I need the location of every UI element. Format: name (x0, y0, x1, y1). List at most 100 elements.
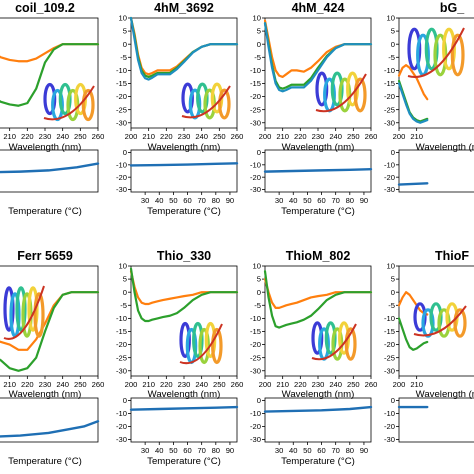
helix-segment (33, 292, 45, 338)
y-tick-label: 10 (253, 14, 261, 23)
x-tick-label: 220 (160, 380, 173, 389)
panel-title: coil_109.2 (15, 1, 75, 15)
helix-segment (311, 321, 324, 355)
series-line-0 (397, 291, 429, 316)
helix-segment (21, 292, 33, 338)
temperature-axis-label: Temperature (°C) (147, 206, 221, 217)
y-tick-label: -30 (250, 118, 261, 127)
plot-frame (130, 397, 238, 443)
helix-segment (324, 321, 337, 355)
x-tick-label: 70 (197, 446, 205, 455)
loop-segment (413, 305, 467, 337)
x-tick-label: 30 (141, 446, 149, 455)
series-line-0 (129, 405, 239, 411)
helix-segment (331, 327, 344, 361)
y-tick-label: -15 (250, 327, 261, 336)
loop-segment (3, 285, 45, 340)
temperature-axis-label: Temperature (°C) (8, 456, 82, 467)
series-line-2 (129, 16, 239, 81)
y-tick-label: -10 (384, 409, 395, 418)
x-tick-label: 210 (142, 132, 155, 141)
y-tick-label: 0 (257, 148, 261, 157)
y-tick-label: -10 (384, 66, 395, 75)
chart-panel-6: 30 40 50 60 70 80 90 0 -10 -20 -30 (250, 148, 373, 205)
y-tick-label: -15 (116, 79, 127, 88)
temperature-axis-label: Temperature (°C) (281, 206, 355, 217)
x-tick-label: 30 (141, 196, 149, 205)
x-tick-label: 50 (169, 196, 177, 205)
y-tick-label: -20 (250, 340, 261, 349)
y-tick-label: -10 (384, 314, 395, 323)
helix-segment (330, 71, 344, 107)
y-tick-label: -25 (384, 105, 395, 114)
x-tick-label: 60 (183, 196, 191, 205)
y-tick-label: -30 (116, 185, 127, 194)
chart-panel-10: ThioM_802 200 210 220 230 240 250 260 10 5 0 -5 -10 -… (250, 249, 377, 389)
x-tick-label: 200 (393, 132, 406, 141)
x-tick-label: 230 (178, 132, 191, 141)
x-tick-label: 240 (195, 380, 208, 389)
y-tick-label: -30 (116, 366, 127, 375)
y-tick-label: 0 (123, 396, 127, 405)
y-tick-label: -20 (116, 422, 127, 431)
x-tick-label: 200 (393, 380, 406, 389)
loop-segment (181, 85, 231, 119)
y-tick-label: -5 (254, 301, 261, 310)
y-tick-label: 0 (257, 40, 261, 49)
x-tick-label: 260 (231, 132, 244, 141)
y-tick-label: 0 (257, 396, 261, 405)
y-tick-label: 10 (387, 14, 395, 23)
x-tick-label: 30 (275, 446, 283, 455)
x-tick-label: 90 (360, 446, 368, 455)
y-tick-label: -5 (120, 301, 127, 310)
y-tick-label: -10 (250, 409, 261, 418)
series-line-1 (129, 16, 239, 79)
wavelength-axis-label: Wavelength (nm) (148, 142, 221, 153)
y-tick-label: -5 (120, 53, 127, 62)
protein-structure-inset (181, 82, 231, 120)
wavelength-axis-label: Wavelength (nm) (9, 142, 82, 153)
series-line-1 (397, 79, 429, 123)
helix-segment (453, 308, 467, 338)
wavelength-axis-label: Wavelength (nm) (282, 389, 355, 400)
y-tick-label: 0 (391, 148, 395, 157)
x-tick-label: 240 (329, 132, 342, 141)
y-tick-label: -25 (384, 353, 395, 362)
chart-panel-15: 0 -10 -20 -30 (384, 396, 474, 444)
x-tick-label: 40 (289, 196, 297, 205)
x-tick-label: 40 (155, 446, 163, 455)
protein-structure-inset (3, 285, 45, 340)
x-tick-label: 40 (155, 196, 163, 205)
x-tick-label: 50 (303, 446, 311, 455)
y-tick-label: -25 (250, 353, 261, 362)
plot-frame (398, 149, 474, 193)
loop-segment (315, 73, 367, 113)
y-tick-label: 5 (257, 27, 261, 36)
chart-panel-4 (0, 149, 100, 193)
helix-segment (338, 77, 352, 113)
y-tick-label: -30 (116, 118, 127, 127)
y-tick-label: 10 (119, 262, 127, 271)
x-tick-label: 220 (21, 132, 34, 141)
x-tick-label: 220 (160, 132, 173, 141)
y-tick-label: 5 (123, 27, 127, 36)
y-tick-label: -5 (254, 53, 261, 62)
x-tick-label: 80 (346, 196, 354, 205)
y-tick-label: -15 (250, 79, 261, 88)
x-tick-label: 260 (92, 380, 105, 389)
chart-panel-9: Thio_330 200 210 220 230 240 250 260 10 5 0 -5 -10 -1… (116, 249, 243, 389)
series-line-0 (129, 270, 239, 306)
y-tick-label: -25 (250, 105, 261, 114)
chart-panel-0: coil_109.2 210 220 230 240 250 260 (0, 1, 104, 141)
protein-structure-inset (413, 302, 467, 338)
helix-segment (192, 321, 204, 359)
x-tick-label: 210 (3, 380, 16, 389)
y-tick-label: -20 (384, 92, 395, 101)
x-tick-label: 230 (312, 380, 325, 389)
protein-structure-inset (179, 321, 223, 365)
y-tick-label: -15 (384, 79, 395, 88)
panel-title: 4hM_424 (292, 1, 345, 15)
x-tick-label: 210 (276, 380, 289, 389)
panel-title: bG_ (440, 1, 465, 15)
